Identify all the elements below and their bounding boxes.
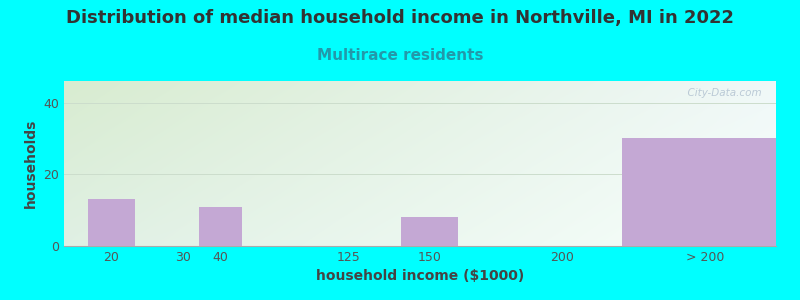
- Bar: [199, 206, 242, 246]
- Text: City-Data.com: City-Data.com: [681, 88, 762, 98]
- Bar: [401, 217, 458, 246]
- X-axis label: household income ($1000): household income ($1000): [316, 269, 524, 284]
- Bar: [622, 138, 788, 246]
- Bar: [88, 200, 135, 246]
- Text: Distribution of median household income in Northville, MI in 2022: Distribution of median household income …: [66, 9, 734, 27]
- Bar: [622, 138, 788, 246]
- Y-axis label: households: households: [24, 119, 38, 208]
- Text: Multirace residents: Multirace residents: [317, 48, 483, 63]
